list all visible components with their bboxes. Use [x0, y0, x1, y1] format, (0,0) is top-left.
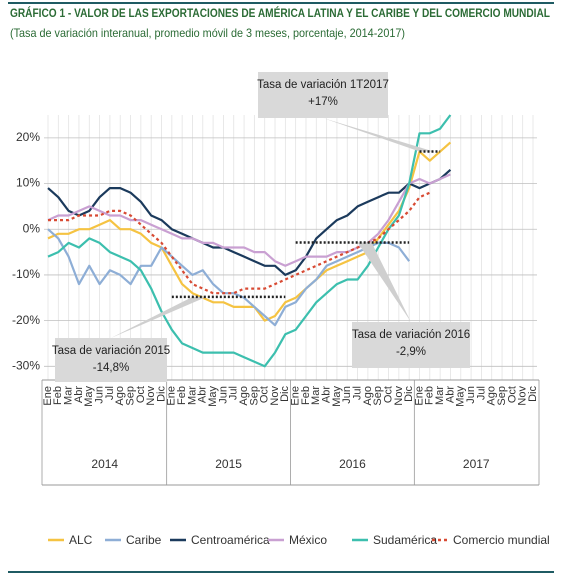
x-tick-label: Feb — [300, 386, 312, 405]
x-tick-label: Dic — [279, 386, 291, 402]
year-label: 2016 — [339, 457, 366, 471]
x-tick-label: May — [207, 386, 219, 407]
annotation-text: -2,9% — [396, 346, 426, 358]
annotation-leader — [357, 242, 411, 322]
x-tick-label: Ene — [166, 386, 178, 406]
legend-label: Sudamérica — [373, 533, 437, 547]
x-tick-label: Nov — [269, 386, 281, 406]
x-tick-label: Feb — [176, 386, 188, 405]
x-tick-label: Feb — [52, 386, 64, 405]
x-tick-label: Ene — [413, 386, 425, 406]
x-tick-label: Nov — [517, 386, 529, 406]
chart-subtitle: (Tasa de variación interanual, promedio … — [10, 26, 405, 40]
annotation-box — [55, 338, 167, 382]
legend-label: Caribe — [126, 533, 162, 547]
x-tick-label: Oct — [135, 386, 147, 403]
y-tick-label: 20% — [16, 130, 40, 144]
year-label: 2017 — [463, 457, 490, 471]
x-tick-label: Abr — [73, 386, 85, 403]
x-tick-label: May — [83, 386, 95, 407]
annotation-text: Tasa de variación 2016 — [352, 329, 470, 341]
x-tick-label: Mar — [310, 386, 322, 405]
x-tick-label: Nov — [393, 386, 405, 406]
x-tick-label: Oct — [506, 386, 518, 403]
annotation-box — [352, 322, 470, 368]
annotation-text: -14,8% — [93, 362, 129, 374]
x-tick-label: Jun — [217, 386, 229, 404]
y-tick-label: 0% — [23, 221, 41, 235]
annotation-text: Tasa de variación 2015 — [52, 345, 170, 357]
x-tick-label: Dic — [403, 386, 415, 402]
series-line — [47, 114, 452, 368]
annotation-text: Tasa de variación 1T2017 — [257, 79, 389, 91]
x-tick-label: Jun — [465, 386, 477, 404]
x-tick-label: Abr — [197, 386, 209, 403]
y-tick-label: -10% — [12, 267, 40, 281]
x-tick-label: Ago — [238, 386, 250, 406]
x-tick-label: Jul — [228, 386, 240, 400]
y-tick-label: -20% — [12, 313, 40, 327]
x-tick-label: Dic — [155, 386, 167, 402]
x-tick-label: Sep — [124, 386, 136, 406]
y-tick-label: -30% — [12, 358, 40, 372]
x-tick-label: Sep — [248, 386, 260, 406]
x-tick-label: Oct — [382, 386, 394, 403]
x-tick-label: Jul — [351, 386, 363, 400]
x-tick-label: Ago — [114, 386, 126, 406]
series-line — [47, 173, 451, 267]
x-tick-label: Sep — [372, 386, 384, 406]
x-tick-label: Abr — [321, 386, 333, 403]
series-line — [47, 141, 452, 322]
x-tick-label: May — [331, 386, 343, 407]
x-tick-label: Ago — [486, 386, 498, 406]
legend-label: Centroamérica — [191, 533, 270, 547]
x-tick-label: Abr — [444, 386, 456, 403]
x-tick-label: Jun — [94, 386, 106, 404]
x-tick-label: Jul — [475, 386, 487, 400]
x-tick-label: Mar — [63, 386, 75, 405]
legend-label: ALC — [69, 533, 93, 547]
x-tick-label: Oct — [259, 386, 271, 403]
year-label: 2014 — [91, 457, 118, 471]
annotation-leader — [111, 296, 207, 338]
annotation-text: +17% — [308, 96, 338, 108]
x-tick-label: May — [455, 386, 467, 407]
x-tick-label: Feb — [424, 386, 436, 405]
legend-label: México — [289, 533, 327, 547]
x-tick-label: Jul — [104, 386, 116, 400]
x-tick-label: Jun — [341, 386, 353, 404]
x-tick-label: Sep — [496, 386, 508, 406]
annotation-box — [258, 72, 388, 118]
x-tick-label: Mar — [434, 386, 446, 405]
year-label: 2015 — [215, 457, 242, 471]
series-line — [47, 228, 411, 327]
x-tick-label: Dic — [527, 386, 539, 402]
legend-label: Comercio mundial — [453, 533, 550, 547]
y-tick-label: 10% — [16, 176, 40, 190]
x-tick-label: Ene — [290, 386, 302, 406]
x-tick-label: Ene — [42, 386, 54, 406]
x-tick-label: Nov — [145, 386, 157, 406]
x-tick-label: Mar — [186, 386, 198, 405]
x-tick-label: Ago — [362, 386, 374, 406]
chart-title: GRÁFICO 1 - VALOR DE LAS EXPORTACIONES D… — [10, 7, 550, 20]
series-line — [47, 168, 452, 276]
